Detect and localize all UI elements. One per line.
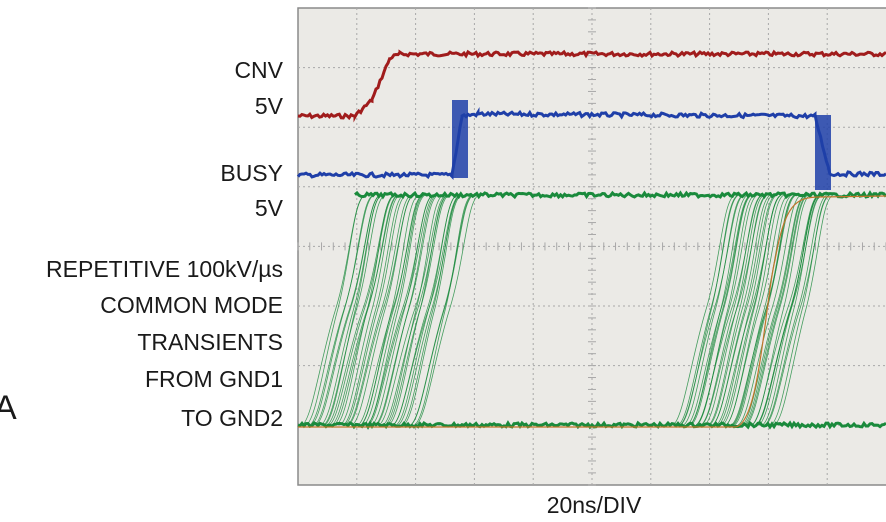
transient-label: REPETITIVE 100kV/µs	[46, 256, 283, 282]
cnv-label: CNV	[234, 57, 283, 83]
busy-label: BUSY	[220, 160, 283, 186]
cnv-level: 5V	[255, 93, 284, 119]
time-scale: 20ns/DIV	[547, 492, 642, 518]
busy-jitter	[815, 115, 831, 190]
edge-letter: A	[0, 389, 17, 427]
scope-figure: CNV 5V BUSY 5V REPETITIVE 100kV/µs COMMO…	[0, 0, 886, 522]
transient-label: FROM GND1	[145, 366, 283, 392]
busy-level: 5V	[255, 195, 284, 221]
transient-label: COMMON MODE	[100, 292, 283, 318]
transient-label: TRANSIENTS	[137, 329, 283, 355]
transient-label: TO GND2	[181, 405, 283, 431]
busy-jitter	[452, 100, 468, 178]
